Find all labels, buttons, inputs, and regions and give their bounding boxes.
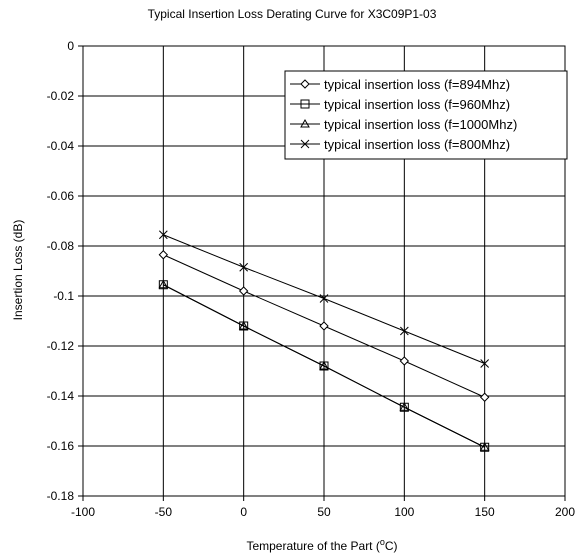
y-tick-label: -0.14 [47, 389, 75, 403]
data-point-diamond-marker [319, 321, 329, 331]
data-point-x-marker [319, 294, 329, 303]
legend-label: typical insertion loss (f=894Mhz) [324, 77, 510, 92]
legend-diamond-marker [300, 79, 310, 89]
y-tick-label: -0.08 [47, 239, 75, 253]
x-tick-label: 0 [240, 505, 247, 519]
x-axis-label-unit: C) [385, 539, 398, 553]
data-point-x-marker [158, 230, 168, 240]
legend-item: typical insertion loss (f=894Mhz) [290, 77, 510, 92]
y-axis: 0 -0.02 -0.04 -0.06 -0.08 -0.1 -0.12 -0.14 -0.16… [47, 39, 83, 503]
legend: typical insertion loss (f=894Mhz) typical… [284, 70, 568, 160]
x-axis-label: Temperature of the Part (oC) [246, 537, 397, 553]
x-axis-label-degree: o [380, 537, 385, 547]
series-line-triangle [163, 284, 485, 448]
data-point-diamond-marker [399, 356, 410, 366]
chart-title: Typical Insertion Loss Derating Curve fo… [148, 7, 437, 21]
y-axis-label: Insertion Loss (dB) [11, 220, 25, 321]
legend-square-marker [300, 99, 310, 109]
data-point-diamond-marker [158, 250, 169, 260]
series-triangle [158, 279, 490, 451]
x-axis-label-main: Temperature of the Part ( [246, 539, 379, 553]
legend-item: typical insertion loss (f=1000Mhz) [290, 117, 517, 132]
series-x [158, 230, 490, 368]
series-layer [158, 230, 490, 452]
series-diamond [158, 250, 490, 402]
data-point-triangle-marker [238, 320, 249, 330]
x-tick-label: 200 [555, 505, 575, 519]
data-point-diamond-marker [479, 392, 490, 402]
y-tick-label: -0.1 [53, 289, 74, 303]
data-point-triangle-marker [158, 279, 169, 289]
y-tick-label: -0.06 [47, 189, 75, 203]
legend-box [284, 70, 568, 160]
x-tick-label: -100 [71, 505, 95, 519]
x-tick-label: 50 [317, 505, 331, 519]
legend-item: typical insertion loss (f=960Mhz) [290, 97, 510, 112]
x-tick-label: -50 [155, 505, 173, 519]
data-point-triangle-marker [319, 360, 329, 370]
data-point-x-marker [480, 359, 490, 368]
y-tick-label: -0.18 [47, 489, 75, 503]
data-point-diamond-marker [238, 286, 249, 296]
y-tick-label: -0.02 [47, 89, 75, 103]
legend-label: typical insertion loss (f=960Mhz) [324, 97, 510, 112]
legend-label: typical insertion loss (f=1000Mhz) [324, 117, 517, 132]
data-point-x-marker [399, 326, 409, 336]
x-tick-label: 100 [394, 505, 414, 519]
legend-item: typical insertion loss (f=800Mhz) [290, 137, 510, 152]
legend-x-marker [300, 139, 310, 149]
x-tick-label: 150 [475, 505, 495, 519]
data-point-triangle-marker [399, 402, 410, 411]
legend-label: typical insertion loss (f=800Mhz) [324, 137, 510, 152]
legend-triangle-marker [300, 118, 310, 128]
data-point-triangle-marker [479, 442, 490, 451]
y-tick-label: -0.12 [47, 339, 75, 353]
y-tick-label: 0 [67, 39, 74, 53]
y-tick-label: -0.04 [47, 139, 75, 153]
x-axis: -100 -50 0 50 100 150 200 [71, 496, 575, 519]
data-point-x-marker [239, 262, 249, 272]
y-tick-label: -0.16 [47, 439, 75, 453]
